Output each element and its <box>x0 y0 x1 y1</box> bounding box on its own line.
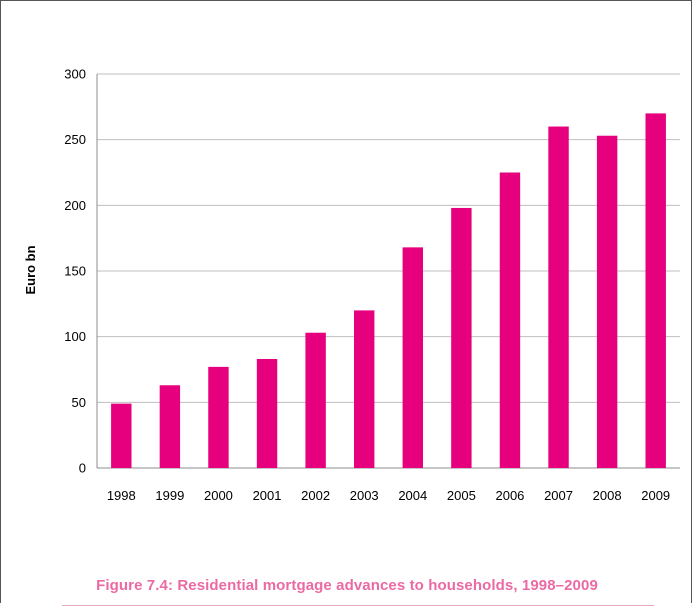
bar-2007 <box>548 126 569 469</box>
y-tick-label: 200 <box>64 198 86 213</box>
bars <box>111 113 666 469</box>
bar-2002 <box>305 332 326 468</box>
bar-1998 <box>111 403 132 468</box>
x-tick-label: 2007 <box>544 488 573 503</box>
x-tick-label: 2003 <box>350 488 379 503</box>
bar-2008 <box>596 135 618 468</box>
x-tick-label: 2000 <box>204 488 233 503</box>
y-tick-label: 100 <box>64 329 86 344</box>
y-tick-label: 50 <box>72 395 86 410</box>
y-tick-label: 250 <box>64 132 86 147</box>
y-tick-label: 0 <box>79 461 86 476</box>
x-tick-label: 2009 <box>641 488 670 503</box>
x-tick-label: 2006 <box>495 488 524 503</box>
figure-caption: Figure 7.4: Residential mortgage advance… <box>96 577 598 594</box>
bar-2004 <box>402 247 423 468</box>
bar-1999 <box>159 385 181 468</box>
x-tick-label: 2001 <box>253 488 282 503</box>
bar-2001 <box>256 358 278 468</box>
bar-2006 <box>499 172 521 468</box>
bar-2009 <box>645 113 666 469</box>
x-tick-labels: 1998 1999 2000 2001 2002 2003 2004 2005 2006 2007… <box>107 488 670 503</box>
gridlines <box>96 73 680 469</box>
x-tick-label: 2004 <box>398 488 427 503</box>
x-tick-label: 1999 <box>155 488 184 503</box>
bar-2003 <box>354 310 375 468</box>
x-tick-label: 1998 <box>107 488 136 503</box>
bar-2000 <box>208 366 229 468</box>
x-tick-label: 2002 <box>301 488 330 503</box>
y-tick-label: 150 <box>64 264 86 279</box>
bar-chart: 0 50 100 150 200 250 300 1998 1999 2000 2001 2002 2… <box>23 67 680 503</box>
y-tick-label: 300 <box>64 67 86 82</box>
y-tick-labels: 0 50 100 150 200 250 300 <box>64 67 86 476</box>
x-tick-label: 2008 <box>593 488 622 503</box>
y-axis-label: Euro bn <box>23 245 38 294</box>
x-tick-label: 2005 <box>447 488 476 503</box>
bar-2005 <box>451 207 472 468</box>
